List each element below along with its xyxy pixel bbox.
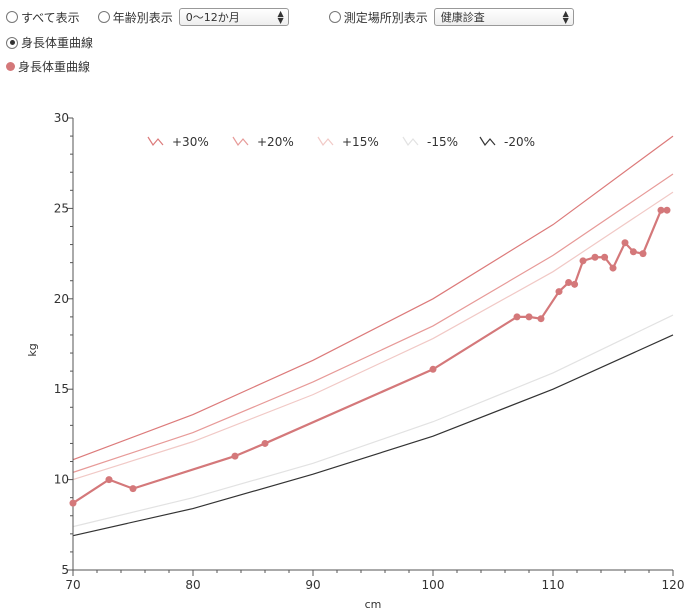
- series-color-dot: [6, 62, 15, 71]
- x-axis-label: cm: [365, 598, 382, 611]
- legend-swatch-icon: [402, 136, 419, 147]
- measured-data-point[interactable]: [579, 257, 587, 265]
- measured-data-point[interactable]: [571, 280, 579, 288]
- radio-by-age[interactable]: 年齢別表示: [97, 9, 173, 26]
- reference-curve-plus15pct: [72, 191, 674, 481]
- y-tick-label: 25: [54, 201, 69, 215]
- reference-curve-minus20pct: [72, 334, 674, 537]
- x-tick-label: 70: [65, 578, 80, 592]
- radio-show-all[interactable]: すべて表示: [6, 9, 80, 26]
- measured-data-point[interactable]: [513, 313, 521, 321]
- measured-data-point[interactable]: [429, 365, 437, 373]
- measured-data-point[interactable]: [537, 315, 545, 323]
- display-mode-controls: すべて表示 年齢別表示 0〜12か月 ▲ ▼ 測定場所別表示 健康診査 ▲ ▼: [6, 8, 574, 26]
- measured-data-point[interactable]: [69, 499, 77, 507]
- place-select[interactable]: 健康診査 ▲ ▼: [433, 8, 574, 26]
- measured-data-point[interactable]: [565, 279, 573, 287]
- legend-swatch-icon: [147, 136, 164, 147]
- measured-data-point[interactable]: [129, 485, 137, 493]
- measured-series: [69, 206, 671, 507]
- reference-curve-plus20pct: [72, 173, 674, 473]
- x-tick-label: 120: [662, 578, 685, 592]
- legend-label: +20%: [257, 135, 294, 149]
- measured-data-point[interactable]: [601, 253, 609, 261]
- legend-label: +15%: [342, 135, 379, 149]
- measured-data-point[interactable]: [231, 452, 239, 460]
- select-arrows-icon: ▲ ▼: [277, 9, 284, 25]
- legend-swatch-icon: [479, 136, 496, 147]
- measured-data-point[interactable]: [261, 439, 269, 447]
- measured-data-point[interactable]: [555, 288, 563, 296]
- x-tick-label: 110: [542, 578, 565, 592]
- reference-curve-minus15pct: [72, 314, 674, 528]
- measured-data-point[interactable]: [657, 206, 665, 214]
- chart-axes: 70 80 90 100 110 120 5 10 15 20 25 30: [54, 111, 685, 592]
- reference-curves: [72, 135, 674, 537]
- legend-label: -20%: [504, 135, 535, 149]
- y-tick-label: 10: [54, 473, 69, 487]
- legend-swatch-icon: [232, 136, 249, 147]
- curve-radio-row: 身長体重曲線: [6, 34, 93, 51]
- radio-growth-curve[interactable]: 身長体重曲線: [6, 34, 93, 51]
- measured-data-point[interactable]: [591, 253, 599, 261]
- x-tick-label: 100: [422, 578, 445, 592]
- legend-label: -15%: [427, 135, 458, 149]
- measured-data-point[interactable]: [609, 264, 617, 272]
- x-tick-label: 90: [305, 578, 320, 592]
- select-arrows-icon: ▲ ▼: [562, 9, 569, 25]
- reference-legend: +30% +20% +15% -15% -20%: [147, 135, 535, 149]
- series-legend-row: 身長体重曲線: [6, 58, 90, 75]
- y-tick-label: 30: [54, 111, 69, 125]
- age-range-select[interactable]: 0〜12か月 ▲ ▼: [178, 8, 289, 26]
- series-legend-toggle[interactable]: 身長体重曲線: [6, 58, 90, 75]
- y-axis-label: kg: [26, 343, 39, 356]
- legend-swatch-icon: [317, 136, 334, 147]
- radio-by-place-label: 測定場所別表示: [343, 10, 428, 25]
- measured-data-point[interactable]: [621, 239, 629, 247]
- legend-label: +30%: [172, 135, 209, 149]
- radio-by-age-label: 年齢別表示: [112, 10, 173, 25]
- radio-circle-selected[interactable]: [6, 36, 18, 49]
- radio-growth-curve-label: 身長体重曲線: [21, 36, 94, 50]
- radio-by-place[interactable]: 測定場所別表示: [328, 9, 428, 26]
- measured-data-point[interactable]: [629, 248, 637, 256]
- y-tick-label: 5: [61, 563, 69, 577]
- measured-data-point[interactable]: [639, 250, 647, 258]
- measured-series-line: [72, 209, 667, 505]
- measured-data-point[interactable]: [525, 313, 533, 321]
- radio-circle[interactable]: [6, 11, 18, 23]
- place-select-value: 健康診査: [440, 11, 485, 24]
- radio-show-all-label: すべて表示: [21, 10, 80, 25]
- radio-circle[interactable]: [328, 11, 341, 23]
- radio-circle[interactable]: [97, 11, 110, 23]
- measured-data-point[interactable]: [105, 476, 113, 484]
- reference-curve-plus30pct: [72, 135, 674, 461]
- series-legend-label: 身長体重曲線: [18, 60, 91, 74]
- age-range-select-value: 0〜12か月: [185, 11, 240, 24]
- measured-data-point[interactable]: [663, 206, 671, 214]
- y-tick-label: 15: [54, 382, 69, 396]
- x-tick-label: 80: [185, 578, 200, 592]
- y-tick-label: 20: [54, 292, 69, 306]
